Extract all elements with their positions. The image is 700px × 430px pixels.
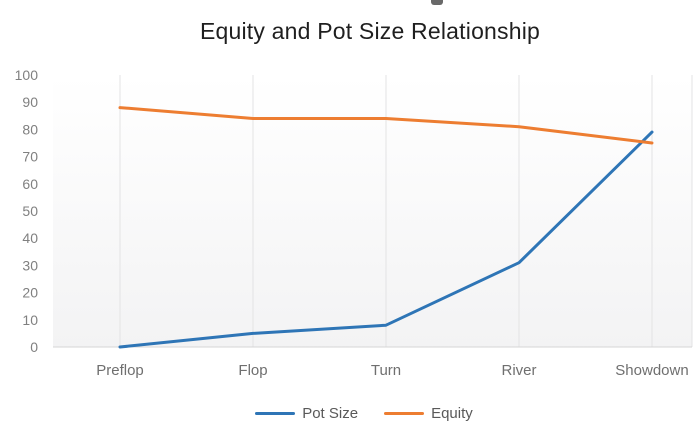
legend-item-equity: Equity [384, 405, 473, 422]
y-tick-label: 0 [30, 339, 38, 355]
legend: Pot Size Equity [14, 403, 700, 423]
y-tick-label: 100 [15, 67, 39, 83]
y-tick-label: 60 [22, 176, 38, 192]
y-tick-label: 90 [22, 94, 38, 110]
x-category-label: Turn [371, 362, 401, 379]
top-edge-artifact [431, 0, 443, 5]
x-category-label: Preflop [96, 362, 144, 379]
chart-title: Equity and Pot Size Relationship [199, 18, 541, 44]
x-category-label: River [501, 362, 536, 379]
legend-swatch-equity [384, 411, 425, 415]
legend-label-pot-size: Pot Size [302, 404, 359, 422]
legend-label-equity: Equity [431, 404, 473, 422]
legend-swatch-pot-size [255, 411, 296, 415]
y-tick-label: 40 [22, 230, 38, 246]
y-tick-label: 50 [22, 203, 38, 219]
y-tick-label: 20 [22, 285, 38, 301]
y-tick-label: 70 [22, 149, 38, 165]
series-line-pot-size [118, 130, 654, 349]
series-line-equity [118, 106, 654, 145]
y-tick-label: 80 [22, 121, 38, 137]
y-tick-label: 10 [22, 312, 38, 328]
y-tick-label: 30 [22, 257, 38, 273]
plot-background [53, 75, 692, 347]
legend-item-pot-size: Pot Size [255, 405, 358, 422]
x-category-label: Flop [238, 362, 267, 379]
x-category-label: Showdown [615, 362, 688, 379]
